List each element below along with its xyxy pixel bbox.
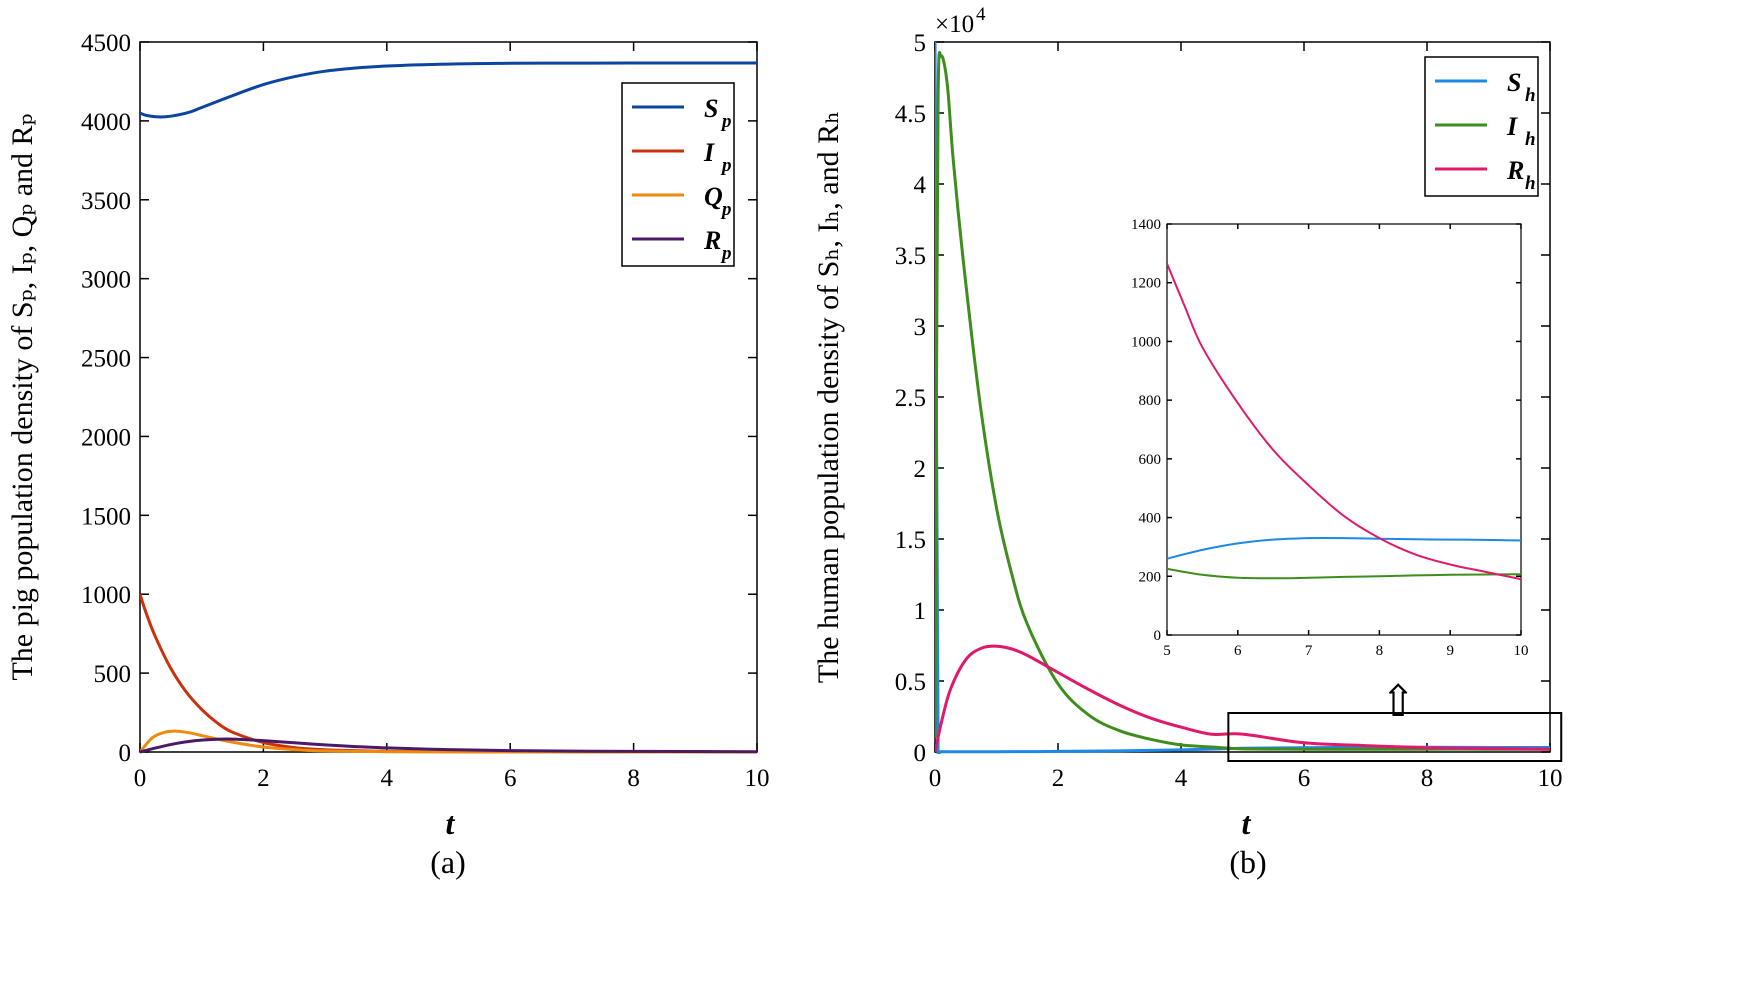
panel-b-chart: 0 2 4 6 8 1000.511.522.533.544.55S hI hR ht(b)Th… [812, 4, 1563, 880]
legend-label: R [1506, 156, 1524, 185]
y-tick-label: 1000 [81, 582, 131, 609]
inset-x-tick-label: 10 [1514, 643, 1529, 659]
y-tick-label: 2.5 [895, 385, 926, 412]
legend-label: R [703, 226, 721, 255]
zoom-region-box [1227, 712, 1563, 762]
legend-label-subscript: p [720, 155, 732, 176]
legend-label-subscript: h [1525, 129, 1536, 150]
inset-y-tick-label: 1400 [1131, 217, 1161, 233]
inset-x-tick-label: 7 [1305, 643, 1313, 659]
y-tick-label: 0 [914, 740, 927, 767]
x-tick-label: 10 [1538, 765, 1563, 792]
a-series-line-qp [140, 729, 757, 754]
inset-y-tick-label: 400 [1139, 511, 1162, 527]
legend-label-subscript: p [720, 111, 732, 132]
inset-series-line-ih [1167, 567, 1521, 580]
x-tick-label: 10 [745, 765, 770, 792]
y-tick-label: 3.5 [895, 243, 926, 270]
y-tick-label: 5 [914, 30, 927, 57]
inset-y-tick-label: 200 [1139, 569, 1162, 585]
legend-label: Q [704, 182, 723, 211]
y-tick-label: 4500 [81, 30, 131, 57]
inset-x-tick-label: 8 [1376, 643, 1384, 659]
legend-label-subscript: p [720, 199, 732, 220]
panel-caption: (a) [430, 844, 466, 880]
y-tick-label: 2000 [81, 424, 131, 451]
legend-label-subscript: h [1525, 85, 1536, 106]
x-tick-label: 6 [504, 765, 517, 792]
inset-y-tick-label: 1000 [1131, 334, 1161, 350]
panel-a-chart: 0 2 4 6 8 10 0 500 1000 1500 2000 2500 3000 3500 4000 4… [6, 30, 770, 880]
x-tick-label: 4 [381, 765, 394, 792]
inset-x-tick-label: 6 [1234, 643, 1242, 659]
inset-series-line-sh [1167, 536, 1521, 560]
zoom-arrow-icon: ⇧ [1380, 677, 1417, 726]
legend-label: S [704, 94, 718, 123]
y-tick-label: 0 [119, 740, 132, 767]
inset-x-tick-label: 5 [1163, 643, 1171, 659]
legend-box [621, 82, 735, 267]
x-axis-label: t [1242, 805, 1252, 841]
inset-y-tick-label: 600 [1139, 452, 1162, 468]
x-tick-label: 2 [1052, 765, 1065, 792]
b-series-line-rh [935, 644, 1550, 753]
a-series-line-rp [140, 737, 757, 754]
x-axis-label: t [446, 805, 456, 841]
legend-label: I [703, 138, 715, 167]
y-tick-label: 3000 [81, 267, 131, 294]
b-series-line-ih [935, 50, 1550, 751]
inset-axes-frame [1166, 223, 1522, 636]
y-exponent-label: ×10 [935, 11, 974, 38]
y-tick-label: 1.5 [895, 527, 926, 554]
y-tick-label: 4.5 [895, 101, 926, 128]
legend-label-subscript: p [720, 243, 732, 264]
panel-caption: (b) [1229, 844, 1266, 880]
x-tick-label: 8 [627, 765, 640, 792]
y-tick-label: 4 [914, 172, 927, 199]
y-tick-label: 1 [914, 598, 927, 625]
x-tick-label: 2 [257, 765, 270, 792]
y-tick-label: 0.5 [895, 669, 926, 696]
legend-label: S [1507, 68, 1521, 97]
x-tick-label: 0 [929, 765, 942, 792]
inset-y-tick-label: 1200 [1131, 276, 1161, 292]
y-tick-label: 4000 [81, 109, 131, 136]
inset-series-line-rh [1167, 263, 1521, 581]
y-tick-label: 2500 [81, 346, 131, 373]
y-tick-label: 1500 [81, 503, 131, 530]
y-tick-label: 2 [914, 456, 927, 483]
x-tick-label: 0 [134, 765, 147, 792]
inset-y-tick-label: 800 [1139, 393, 1162, 409]
inset-y-tick-label: 0 [1154, 628, 1162, 644]
y-tick-label: 3500 [81, 188, 131, 215]
x-tick-label: 8 [1421, 765, 1434, 792]
x-tick-label: 6 [1298, 765, 1311, 792]
y-exponent-power: 4 [976, 4, 986, 25]
inset-chart: 5 6 7 8 9 10 0 200 400 600 800 1000 1200 1400 [1131, 217, 1529, 659]
a-series-line-sp [140, 61, 757, 119]
y-tick-label: 3 [914, 314, 927, 341]
legend-label-subscript: h [1525, 173, 1536, 194]
y-tick-label: 500 [94, 661, 132, 688]
y-axis-label: The pig population density of Sₚ, Iₚ, Qₚ… [6, 113, 39, 680]
x-tick-label: 4 [1175, 765, 1188, 792]
legend-label: I [1506, 112, 1518, 141]
inset-x-tick-label: 9 [1446, 643, 1454, 659]
y-axis-label: The human population density of Sₕ, Iₕ, … [812, 111, 845, 683]
